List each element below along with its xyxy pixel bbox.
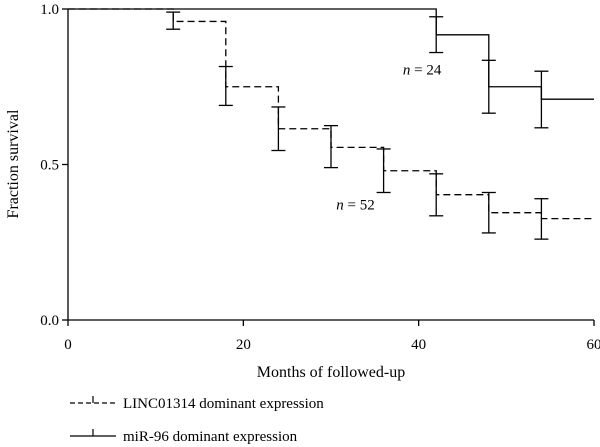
sample-size-label: n = 52 bbox=[336, 198, 374, 214]
error-bar bbox=[481, 191, 496, 234]
sample-size-label: n = 24 bbox=[403, 62, 442, 78]
x-tick-label: 40 bbox=[411, 337, 426, 353]
x-axis-title: Months of followed-up bbox=[257, 364, 405, 381]
error-bar bbox=[534, 70, 549, 129]
legend-item: LINC01314 dominant expression bbox=[70, 396, 324, 412]
legend-label: LINC01314 dominant expression bbox=[123, 396, 324, 412]
error-bar bbox=[534, 198, 549, 240]
x-tick-label: 20 bbox=[236, 337, 251, 353]
y-axis-title: Fraction survival bbox=[5, 109, 22, 218]
plot-area bbox=[68, 8, 594, 240]
error-bar bbox=[429, 16, 444, 54]
y-tick-label: 0.0 bbox=[40, 313, 59, 329]
y-tick-label: 0.5 bbox=[40, 158, 59, 174]
legend: LINC01314 dominant expression miR-96 domi… bbox=[70, 396, 324, 445]
y-tick-label: 1.0 bbox=[40, 2, 59, 18]
legend-label: miR-96 dominant expression bbox=[123, 429, 298, 445]
axes: 0.0 0.5 1.0 0 20 40 60 bbox=[40, 2, 600, 353]
error-bar bbox=[481, 59, 496, 114]
error-bar bbox=[271, 106, 286, 152]
error-bar bbox=[429, 173, 444, 217]
error-bar bbox=[218, 65, 233, 107]
series-line-mir96 bbox=[68, 8, 594, 100]
x-tick-label: 0 bbox=[64, 337, 72, 353]
error-bar bbox=[324, 124, 338, 169]
error-bar bbox=[376, 148, 391, 194]
error-bar bbox=[166, 11, 181, 30]
series-line-linc01314 bbox=[68, 8, 594, 220]
x-tick-label: 60 bbox=[587, 337, 600, 353]
legend-item: miR-96 dominant expression bbox=[70, 429, 298, 445]
annotations: n = 24 n = 52 bbox=[336, 62, 442, 213]
